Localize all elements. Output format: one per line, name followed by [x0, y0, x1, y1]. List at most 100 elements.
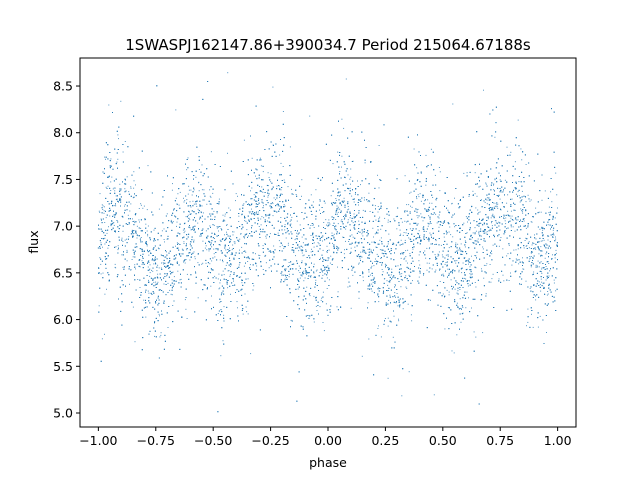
data-point	[233, 241, 235, 243]
data-point	[223, 274, 225, 276]
data-point	[262, 171, 264, 173]
data-point	[353, 201, 355, 203]
data-point	[314, 276, 316, 278]
data-point	[479, 185, 481, 187]
data-point	[183, 197, 184, 199]
data-point	[219, 287, 221, 289]
data-point	[438, 217, 440, 219]
data-point	[438, 292, 439, 294]
data-point	[555, 172, 557, 174]
data-point	[343, 253, 345, 255]
data-point	[456, 302, 458, 304]
data-point	[486, 197, 488, 199]
data-point	[212, 218, 213, 220]
data-point	[169, 289, 171, 291]
data-point	[321, 297, 323, 299]
data-point	[432, 197, 434, 198]
data-point	[491, 222, 492, 224]
data-point	[304, 262, 306, 264]
data-point	[289, 146, 291, 148]
data-point	[247, 313, 249, 315]
data-point	[326, 277, 328, 279]
data-point	[557, 207, 558, 209]
data-point	[511, 215, 513, 217]
data-point	[315, 279, 317, 281]
data-point	[331, 232, 333, 234]
data-point	[459, 289, 461, 290]
data-point	[466, 232, 468, 234]
data-point	[193, 239, 195, 241]
data-point	[469, 273, 471, 275]
data-point	[348, 208, 350, 210]
data-point	[424, 250, 426, 252]
data-point	[541, 240, 543, 242]
data-point	[227, 287, 229, 289]
data-point	[103, 212, 105, 214]
data-point	[442, 261, 443, 263]
data-point	[506, 228, 507, 230]
data-point	[353, 213, 355, 215]
data-point	[186, 199, 188, 201]
data-point	[103, 210, 105, 212]
data-point	[302, 255, 304, 257]
data-point	[419, 234, 421, 236]
data-point	[202, 262, 204, 264]
data-point	[530, 256, 532, 257]
data-point	[369, 257, 370, 259]
data-point	[504, 220, 506, 222]
data-point	[115, 199, 117, 201]
data-point	[470, 238, 472, 240]
data-point	[102, 272, 104, 274]
data-point	[491, 253, 493, 255]
data-point	[465, 278, 467, 280]
data-point	[339, 202, 341, 204]
data-point	[345, 228, 347, 230]
data-point	[110, 224, 112, 226]
data-point	[138, 219, 140, 221]
data-point	[539, 283, 541, 285]
data-point	[510, 272, 511, 274]
data-point	[522, 257, 523, 259]
data-point	[467, 259, 469, 261]
data-point	[409, 228, 411, 230]
data-point	[543, 286, 545, 288]
data-point	[126, 260, 128, 262]
data-point	[117, 245, 119, 247]
data-point	[552, 254, 553, 256]
data-point	[230, 293, 231, 295]
data-point	[303, 280, 305, 282]
data-point	[163, 228, 165, 230]
data-point	[106, 288, 107, 290]
data-point	[335, 219, 337, 220]
data-point	[332, 235, 334, 237]
data-point	[232, 231, 233, 233]
data-point	[323, 270, 325, 271]
data-point	[363, 246, 365, 248]
data-point	[151, 269, 152, 271]
data-point	[538, 281, 540, 283]
data-point	[109, 215, 111, 217]
data-point	[225, 264, 227, 266]
data-point	[387, 317, 389, 319]
data-point	[178, 243, 180, 245]
data-point	[528, 241, 530, 243]
data-point	[199, 205, 201, 207]
data-point	[516, 219, 518, 221]
data-point	[393, 315, 395, 317]
data-point	[441, 264, 443, 266]
data-point	[474, 282, 476, 283]
data-point	[268, 250, 270, 252]
data-point	[100, 218, 102, 220]
data-point	[345, 240, 346, 242]
data-point	[291, 188, 292, 190]
data-point	[258, 213, 260, 215]
data-point	[407, 303, 409, 305]
data-point	[115, 205, 117, 207]
data-point	[273, 197, 275, 199]
data-point	[341, 118, 343, 120]
data-point	[402, 308, 404, 310]
data-point	[410, 191, 412, 193]
data-point	[235, 193, 237, 195]
data-point	[245, 251, 247, 253]
data-point	[344, 177, 346, 179]
